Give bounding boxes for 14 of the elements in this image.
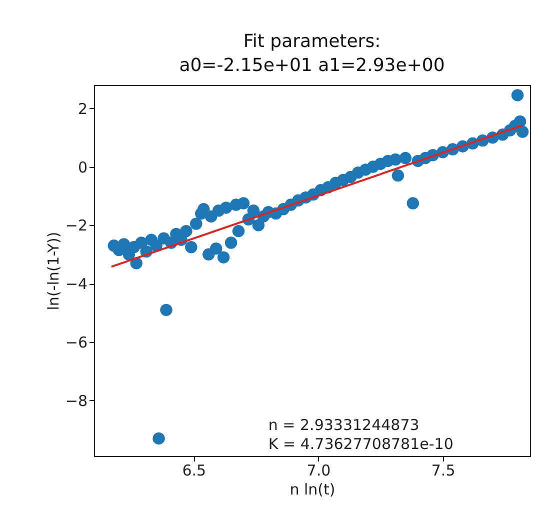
y-axis-title: ln(-ln(1-Y)) bbox=[44, 232, 62, 310]
y-tick-label: −2 bbox=[65, 216, 88, 235]
x-tick-label: 7.0 bbox=[306, 462, 331, 480]
y-tick-label: −4 bbox=[65, 275, 88, 294]
y-tick-label: −8 bbox=[65, 392, 88, 410]
y-tick-label: −6 bbox=[65, 334, 88, 352]
annotation: K = 4.73627708781e-10 bbox=[268, 435, 454, 453]
y-tick-label: 2 bbox=[78, 100, 88, 118]
x-axis-title: n ln(t) bbox=[290, 480, 336, 498]
annotation: n = 2.93331244873 bbox=[268, 416, 420, 434]
x-tick-label: 7.5 bbox=[431, 462, 456, 480]
x-tick-label: 6.5 bbox=[182, 462, 206, 480]
chart-title: Fit parameters: a0=-2.15e+01 a1=2.93e+00 bbox=[179, 31, 445, 76]
y-tick-label: 0 bbox=[78, 158, 88, 176]
